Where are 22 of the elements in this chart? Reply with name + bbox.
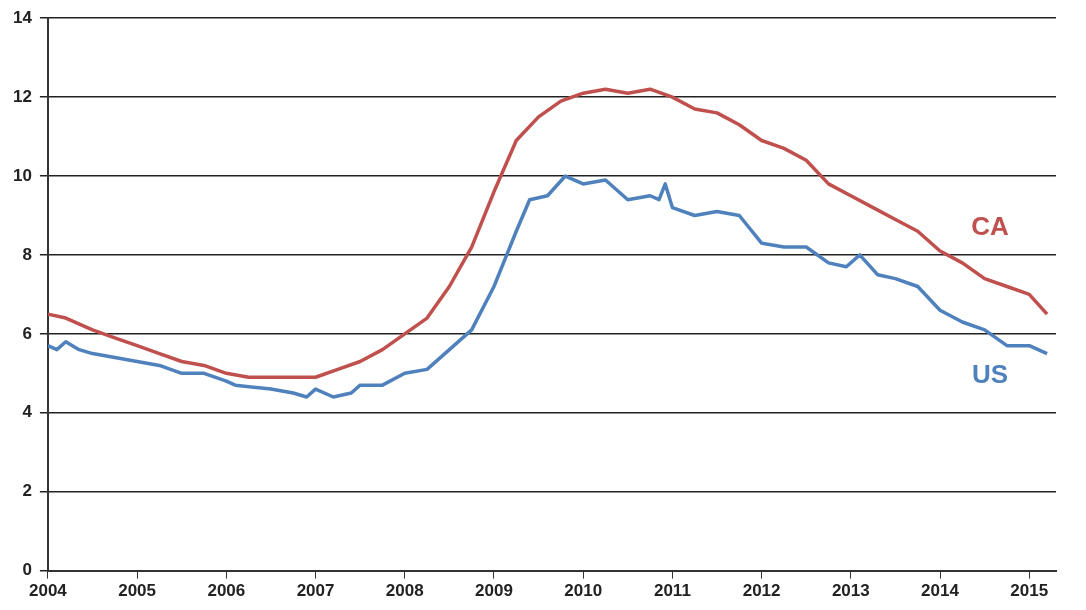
series-label: CA: [971, 211, 1010, 242]
y-tick-label: 12: [12, 86, 32, 106]
y-tick-label: 4: [22, 402, 33, 422]
y-tick-label: 0: [22, 560, 32, 580]
series-label: US: [972, 358, 1009, 389]
x-tick-label: 2015: [1010, 581, 1049, 601]
y-tick-label: 10: [12, 165, 32, 185]
x-tick-label: 2005: [118, 581, 157, 601]
x-tick-label: 2013: [831, 581, 870, 601]
y-tick-label: 14: [12, 7, 33, 27]
x-tick-label: 2012: [742, 581, 781, 601]
y-tick-label: 8: [22, 244, 32, 264]
x-tick-label: 2007: [296, 581, 335, 601]
y-tick-label: 2: [22, 481, 32, 501]
y-tick-label: 6: [22, 323, 32, 343]
x-tick-label: 2004: [29, 581, 68, 601]
x-tick-label: 2010: [564, 581, 603, 601]
x-tick-label: 2014: [921, 581, 960, 601]
x-tick-label: 2009: [475, 581, 513, 601]
x-tick-label: 2011: [653, 581, 691, 601]
x-tick-label: 2006: [207, 581, 246, 601]
x-tick-label: 2008: [385, 581, 424, 601]
